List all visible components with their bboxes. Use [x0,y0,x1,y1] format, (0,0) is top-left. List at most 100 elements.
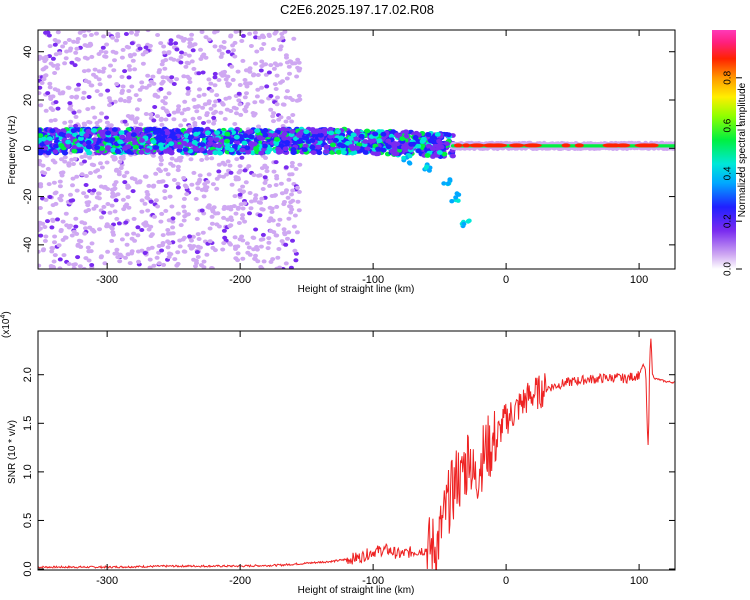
spectrogram-cell [189,43,195,48]
spectrogram-y-tick-label: -40 [22,237,34,253]
snr-series-line [38,338,675,570]
spectrogram-cell [198,47,203,52]
spectrogram-cell [52,160,58,165]
spectrogram-cell [181,196,187,201]
spectrogram-cell [228,34,234,39]
spectrogram-cell [385,138,392,144]
spectrogram-cell [200,70,206,75]
spectrogram-cell [296,133,303,139]
spectrogram-cell [265,246,271,251]
spectrogram-cell [335,149,342,155]
spectrogram-cell [243,68,249,73]
spectrogram-cell [56,39,62,44]
spectrogram-cell [83,183,89,187]
spectrogram-cell [112,182,117,187]
spectrogram-cell [212,75,218,80]
spectrogram-cell [218,44,224,49]
spectrogram-cell [266,219,272,224]
spectrogram-cell [122,146,128,151]
colorbar-tick-label: 0.8 [723,70,734,84]
spectrogram-cell [144,148,151,153]
spectrogram-cell [133,120,139,125]
spectrogram-cell [345,140,351,146]
spectrogram-cell [62,159,68,164]
spectrogram-cell [403,129,409,135]
spectrogram-cell [124,242,130,247]
spectrogram-cell [175,168,181,173]
spectrogram-cell [160,106,166,111]
spectrogram-cell [133,93,139,98]
spectrogram-cell [277,217,283,222]
spectrogram-cell [74,231,80,236]
spectrogram-cell [51,63,57,68]
spectrogram-cell [258,244,264,249]
spectrogram-cell [262,175,268,180]
spectrogram-cell [65,139,72,145]
spectrogram-cell [126,89,132,93]
spectrogram-cell [160,179,166,184]
spectrogram-cell [119,134,126,140]
spectrogram-cell [202,185,208,190]
spectrogram-cell [258,150,265,156]
spectrogram-cell [101,66,107,71]
spectrogram-cell [163,167,169,172]
spectrogram-cell [60,128,67,134]
spectrogram-cell [358,133,365,139]
spectrogram-cell [177,244,183,249]
spectrogram-cell [347,136,354,141]
spectrogram-cell [224,81,230,86]
spectrogram-cell [251,73,256,78]
spectrogram-cell [177,156,182,160]
spectrogram-cell [124,202,130,207]
spectrogram-cell [321,127,328,133]
spectrogram-cell [231,143,238,149]
spectrogram-cell [278,143,285,148]
spectrogram-cell [204,156,210,161]
spectrogram-cell [157,68,163,73]
spectrogram-cell [282,30,288,34]
spectrogram-cell [50,56,56,61]
spectrogram-cell [375,146,382,152]
spectrogram-cell [152,93,158,98]
spectrogram-cell [91,163,97,168]
spectrogram-cell [162,196,168,200]
spectrogram-cell [285,195,291,200]
spectrogram-cell [58,131,65,137]
spectrogram-cell [340,150,347,155]
spectrogram-cell [218,54,224,59]
spectrogram-cell [69,95,75,99]
spectrogram-cell [204,252,210,257]
spectrogram-marks [38,30,675,269]
spectrogram-cell [302,143,309,149]
spectrogram-cell [114,82,120,86]
spectrogram-cell [152,105,158,109]
spectrogram-cell [75,255,81,260]
spectrogram-cell [200,230,206,235]
spectrogram-cell [211,103,217,108]
spectrogram-cell [303,129,310,135]
spectrogram-cell [189,182,195,187]
spectrogram-cell [57,184,63,189]
spectrogram-cell [104,137,110,143]
spectrogram-cell [97,129,104,135]
spectrogram-cell [258,237,264,242]
spectrogram-cell [561,143,571,148]
spectrogram-cell [273,183,279,187]
spectrogram-cell [147,43,153,48]
spectrogram-cell [407,161,413,166]
spectrogram-cell [199,30,205,34]
spectrogram-cell [160,59,166,64]
spectrogram-cell [295,185,300,190]
spectrogram-cell [221,241,227,246]
spectrogram-cell [441,151,448,157]
spectrogram-cell [202,102,208,107]
spectrogram-cell [41,247,47,252]
spectrogram-cell [59,193,64,198]
spectrogram-cell [111,68,117,73]
colorbar-tick-label: 0.4 [723,166,734,180]
spectrogram-cell [57,91,63,96]
spectrogram-y-tick-label: 0 [22,145,34,151]
spectrogram-cell [193,264,198,269]
colorbar: 0.0 0.2 0.4 0.6 0.8 Normalized spectral ampl… [712,30,748,276]
spectrogram-cell [81,90,87,95]
